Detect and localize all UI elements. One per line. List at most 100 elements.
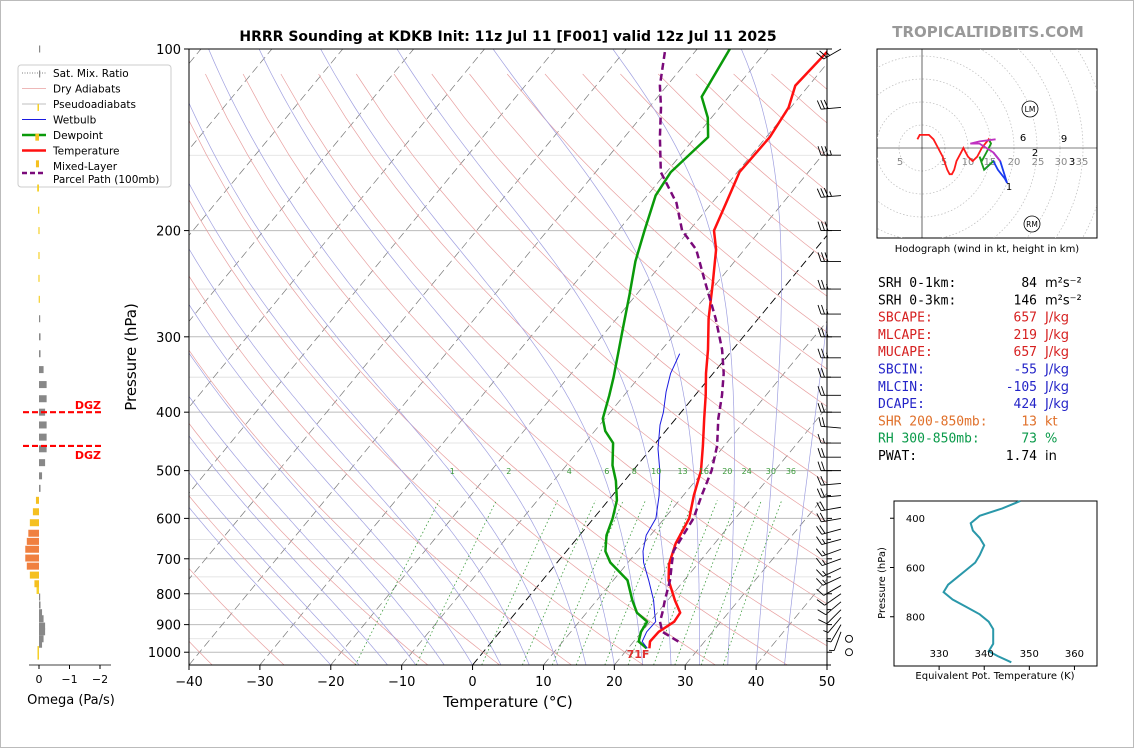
wind-barb-flag <box>818 620 826 624</box>
x-tick-label: −20 <box>317 675 344 690</box>
index-label: MLCAPE: <box>878 328 933 343</box>
index-unit: J/kg <box>1044 397 1069 412</box>
omega-bar <box>35 134 39 141</box>
hodograph-caption: Hodograph (wind in kt, height in km) <box>895 244 1080 255</box>
wind-barb-half-flag <box>823 571 826 575</box>
omega-bar <box>30 572 39 579</box>
wind-barb-flag <box>822 448 825 457</box>
index-label: SRH 0-3km: <box>878 293 956 308</box>
mixing-ratio-label: 1 <box>450 467 455 476</box>
wind-barb-half-flag <box>822 551 825 555</box>
wind-barb-flag <box>822 280 825 289</box>
moist-adiabat <box>131 49 529 665</box>
omega-tick-label: −1 <box>61 673 77 686</box>
site-watermark: TROPICALTIDBITS.COM <box>892 23 1084 41</box>
wind-barb-half-flag <box>830 150 832 155</box>
wind-barbs <box>816 49 852 656</box>
legend-label: Dry Adiabats <box>53 84 121 96</box>
omega-bar <box>39 615 44 622</box>
wind-barb-flag <box>822 305 825 314</box>
wind-barb-flag <box>821 476 825 485</box>
legend-label: Parcel Path (100mb) <box>53 174 159 186</box>
theta-e-y-tick-label: 800 <box>906 613 925 624</box>
omega-bar <box>36 497 39 504</box>
y-tick-label: 400 <box>156 406 181 421</box>
hodo-ring-label: 20 <box>1008 157 1021 168</box>
theta-e-y-tick-label: 600 <box>906 563 925 574</box>
omega-bar <box>39 296 40 303</box>
wind-barb-half-flag <box>822 539 825 543</box>
y-tick-label: 300 <box>156 331 181 346</box>
dry-adiabat <box>281 74 931 665</box>
wind-barb-flag <box>819 417 821 426</box>
legend-label: Wetbulb <box>53 115 97 127</box>
skewt-xlabel: Temperature (°C) <box>442 693 572 711</box>
omega-bar <box>25 546 39 553</box>
y-tick-label: 100 <box>156 43 181 58</box>
y-tick-label: 700 <box>156 553 181 568</box>
omega-bar <box>37 185 39 192</box>
omega-bar <box>39 609 42 616</box>
theta-e-x-tick-label: 350 <box>1020 649 1039 660</box>
wind-barb-flag <box>817 100 821 109</box>
index-label: SBCIN: <box>878 363 925 378</box>
omega-bar <box>38 227 39 234</box>
moist-adiabat <box>613 49 735 665</box>
y-tick-label: 600 <box>156 512 181 527</box>
omega-bar <box>37 587 39 594</box>
wind-barb-flag <box>817 589 824 595</box>
omega-bar <box>30 519 39 526</box>
wind-barb-flag <box>818 146 821 155</box>
x-tick-label: −30 <box>246 675 273 690</box>
omega-bar <box>39 350 41 357</box>
wind-barb-flag <box>818 448 821 457</box>
wind-barb-flag <box>817 514 822 522</box>
wind-barb-shaft <box>822 539 841 544</box>
y-tick-label: 800 <box>156 588 181 603</box>
omega-bar <box>28 530 39 537</box>
y-tick-label: 200 <box>156 225 181 240</box>
theta-e-x-tick-label: 330 <box>930 649 949 660</box>
index-value: 73 <box>1021 432 1037 447</box>
index-label: SBCAPE: <box>878 311 933 326</box>
wind-barb-flag <box>821 188 825 197</box>
dgz-label: DGZ <box>75 399 101 412</box>
omega-bar <box>39 623 45 630</box>
isotherm-line <box>260 49 768 665</box>
surface-temp-label: 71F <box>627 648 650 661</box>
omega-bar <box>39 333 41 340</box>
omega-bar <box>38 252 39 259</box>
moist-adiabat <box>785 49 845 665</box>
wind-barb-half-flag <box>830 192 832 197</box>
wind-barb-flag <box>820 513 825 521</box>
chart-title: HRRR Sounding at KDKB Init: 11z Jul 11 [… <box>239 29 776 45</box>
skewt-ylabel: Pressure (hPa) <box>122 303 140 411</box>
omega-bar <box>39 70 40 77</box>
x-tick-label: 30 <box>677 675 694 690</box>
omega-bar <box>39 472 42 479</box>
index-value: 657 <box>1014 345 1037 360</box>
wind-barb-flag <box>817 600 825 606</box>
index-value: 1.74 <box>1006 449 1037 464</box>
wind-barb-flag <box>816 578 823 585</box>
wind-barb-flag <box>816 570 823 577</box>
index-label: RH 300-850mb: <box>878 432 980 447</box>
wind-barb-flag <box>818 305 821 314</box>
index-unit: % <box>1045 432 1057 447</box>
omega-bar <box>36 160 39 167</box>
omega-bar <box>27 538 39 545</box>
omega-bar <box>37 646 39 653</box>
index-value: 219 <box>1014 328 1037 343</box>
omega-bar <box>39 485 41 492</box>
y-tick-label: 1000 <box>148 646 181 661</box>
wind-barb-flag <box>820 502 825 510</box>
mixing-ratio-label: 24 <box>742 467 752 476</box>
y-tick-label: 900 <box>156 619 181 634</box>
hodo-ring-label: 10 <box>962 157 975 168</box>
wind-barb-shaft <box>826 602 841 615</box>
omega-bar <box>39 601 41 608</box>
rm-label: RM <box>1026 220 1038 229</box>
moist-adiabat <box>209 49 586 665</box>
index-value: 84 <box>1021 276 1037 291</box>
